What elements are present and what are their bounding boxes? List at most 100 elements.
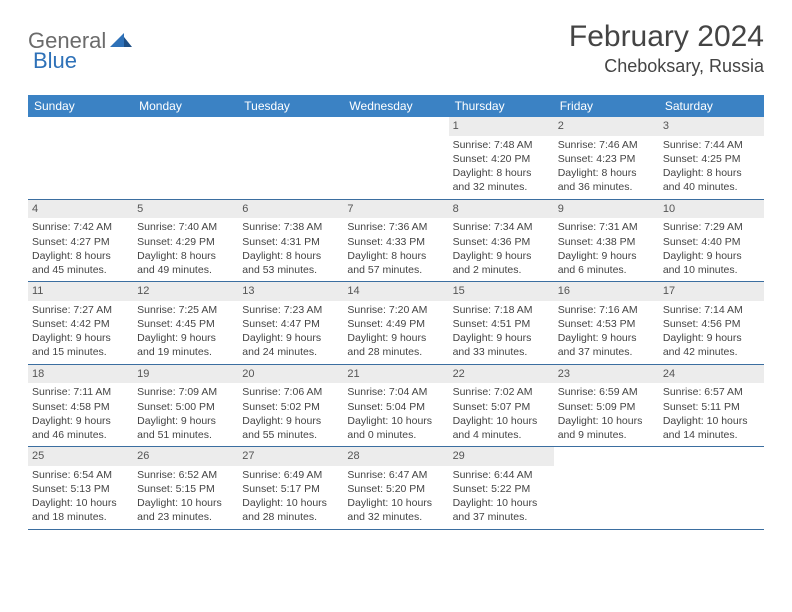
daylight-text: Daylight: 10 hours and 28 minutes. [242,496,339,524]
day-number: 4 [28,200,133,219]
daylight-text: Daylight: 10 hours and 4 minutes. [453,414,550,442]
day-number [133,117,238,121]
day-body: Sunrise: 7:14 AMSunset: 4:56 PMDaylight:… [659,303,764,364]
weekday-header: Tuesday [238,95,343,117]
day-body: Sunrise: 7:20 AMSunset: 4:49 PMDaylight:… [343,303,448,364]
day-body: Sunrise: 7:25 AMSunset: 4:45 PMDaylight:… [133,303,238,364]
day-number [238,117,343,121]
day-cell: 6Sunrise: 7:38 AMSunset: 4:31 PMDaylight… [238,200,343,282]
sunset-text: Sunset: 4:20 PM [453,152,550,166]
sunset-text: Sunset: 5:15 PM [137,482,234,496]
day-body: Sunrise: 7:18 AMSunset: 4:51 PMDaylight:… [449,303,554,364]
daylight-text: Daylight: 8 hours and 40 minutes. [663,166,760,194]
sunrise-text: Sunrise: 7:09 AM [137,385,234,399]
day-body: Sunrise: 7:04 AMSunset: 5:04 PMDaylight:… [343,385,448,446]
sunset-text: Sunset: 4:36 PM [453,235,550,249]
day-cell: 21Sunrise: 7:04 AMSunset: 5:04 PMDayligh… [343,365,448,447]
day-cell: 14Sunrise: 7:20 AMSunset: 4:49 PMDayligh… [343,282,448,364]
sunrise-text: Sunrise: 6:54 AM [32,468,129,482]
day-number: 12 [133,282,238,301]
day-body: Sunrise: 7:06 AMSunset: 5:02 PMDaylight:… [238,385,343,446]
sunset-text: Sunset: 5:20 PM [347,482,444,496]
day-cell: 22Sunrise: 7:02 AMSunset: 5:07 PMDayligh… [449,365,554,447]
day-cell: 20Sunrise: 7:06 AMSunset: 5:02 PMDayligh… [238,365,343,447]
day-number [659,447,764,451]
day-cell [343,117,448,199]
day-number: 6 [238,200,343,219]
day-number: 15 [449,282,554,301]
day-number: 24 [659,365,764,384]
day-cell: 18Sunrise: 7:11 AMSunset: 4:58 PMDayligh… [28,365,133,447]
sunrise-text: Sunrise: 6:47 AM [347,468,444,482]
daylight-text: Daylight: 10 hours and 14 minutes. [663,414,760,442]
day-number: 20 [238,365,343,384]
sunrise-text: Sunrise: 6:49 AM [242,468,339,482]
sunset-text: Sunset: 4:29 PM [137,235,234,249]
sunset-text: Sunset: 4:42 PM [32,317,129,331]
sunrise-text: Sunrise: 7:25 AM [137,303,234,317]
daylight-text: Daylight: 9 hours and 42 minutes. [663,331,760,359]
sunset-text: Sunset: 4:25 PM [663,152,760,166]
day-body: Sunrise: 7:02 AMSunset: 5:07 PMDaylight:… [449,385,554,446]
day-body: Sunrise: 6:47 AMSunset: 5:20 PMDaylight:… [343,468,448,529]
day-body: Sunrise: 7:27 AMSunset: 4:42 PMDaylight:… [28,303,133,364]
daylight-text: Daylight: 9 hours and 19 minutes. [137,331,234,359]
day-cell: 7Sunrise: 7:36 AMSunset: 4:33 PMDaylight… [343,200,448,282]
sunset-text: Sunset: 4:38 PM [558,235,655,249]
day-body: Sunrise: 7:29 AMSunset: 4:40 PMDaylight:… [659,220,764,281]
sunrise-text: Sunrise: 7:27 AM [32,303,129,317]
logo-blue-text-wrap: Blue [33,48,77,74]
sunrise-text: Sunrise: 7:48 AM [453,138,550,152]
day-body: Sunrise: 7:09 AMSunset: 5:00 PMDaylight:… [133,385,238,446]
sunset-text: Sunset: 4:49 PM [347,317,444,331]
sunrise-text: Sunrise: 7:44 AM [663,138,760,152]
sunrise-text: Sunrise: 7:14 AM [663,303,760,317]
title-block: February 2024 Cheboksary, Russia [569,20,764,77]
day-number: 23 [554,365,659,384]
day-cell: 23Sunrise: 6:59 AMSunset: 5:09 PMDayligh… [554,365,659,447]
daylight-text: Daylight: 8 hours and 49 minutes. [137,249,234,277]
daylight-text: Daylight: 9 hours and 51 minutes. [137,414,234,442]
day-cell: 25Sunrise: 6:54 AMSunset: 5:13 PMDayligh… [28,447,133,529]
sunset-text: Sunset: 5:07 PM [453,400,550,414]
day-number: 8 [449,200,554,219]
daylight-text: Daylight: 9 hours and 15 minutes. [32,331,129,359]
weekday-header-row: Sunday Monday Tuesday Wednesday Thursday… [28,95,764,117]
sunrise-text: Sunrise: 7:42 AM [32,220,129,234]
day-cell: 17Sunrise: 7:14 AMSunset: 4:56 PMDayligh… [659,282,764,364]
daylight-text: Daylight: 9 hours and 55 minutes. [242,414,339,442]
sunset-text: Sunset: 4:40 PM [663,235,760,249]
day-number [28,117,133,121]
sunset-text: Sunset: 4:56 PM [663,317,760,331]
day-cell: 29Sunrise: 6:44 AMSunset: 5:22 PMDayligh… [449,447,554,529]
daylight-text: Daylight: 9 hours and 37 minutes. [558,331,655,359]
weeks-container: 1Sunrise: 7:48 AMSunset: 4:20 PMDaylight… [28,117,764,530]
sunrise-text: Sunrise: 7:31 AM [558,220,655,234]
day-number: 16 [554,282,659,301]
sunset-text: Sunset: 4:58 PM [32,400,129,414]
daylight-text: Daylight: 8 hours and 32 minutes. [453,166,550,194]
daylight-text: Daylight: 10 hours and 23 minutes. [137,496,234,524]
day-cell: 15 Sunrise: 7:18 AMSunset: 4:51 PMDayligh… [449,282,554,364]
day-cell: 26Sunrise: 6:52 AMSunset: 5:15 PMDayligh… [133,447,238,529]
sunrise-text: Sunrise: 7:20 AM [347,303,444,317]
day-body: Sunrise: 6:49 AMSunset: 5:17 PMDaylight:… [238,468,343,529]
day-number: 27 [238,447,343,466]
day-number [554,447,659,451]
day-body: Sunrise: 6:59 AMSunset: 5:09 PMDaylight:… [554,385,659,446]
sunset-text: Sunset: 5:02 PM [242,400,339,414]
day-cell [659,447,764,529]
weekday-header: Friday [554,95,659,117]
day-body: Sunrise: 6:57 AMSunset: 5:11 PMDaylight:… [659,385,764,446]
sunrise-text: Sunrise: 7:11 AM [32,385,129,399]
day-body: Sunrise: 7:40 AMSunset: 4:29 PMDaylight:… [133,220,238,281]
day-number: 1 [449,117,554,136]
day-number [343,117,448,121]
sunrise-text: Sunrise: 7:18 AM [453,303,550,317]
sunset-text: Sunset: 5:11 PM [663,400,760,414]
day-cell: 12 Sunrise: 7:25 AMSunset: 4:45 PMDayligh… [133,282,238,364]
daylight-text: Daylight: 10 hours and 9 minutes. [558,414,655,442]
day-cell [238,117,343,199]
sunset-text: Sunset: 4:47 PM [242,317,339,331]
daylight-text: Daylight: 9 hours and 10 minutes. [663,249,760,277]
